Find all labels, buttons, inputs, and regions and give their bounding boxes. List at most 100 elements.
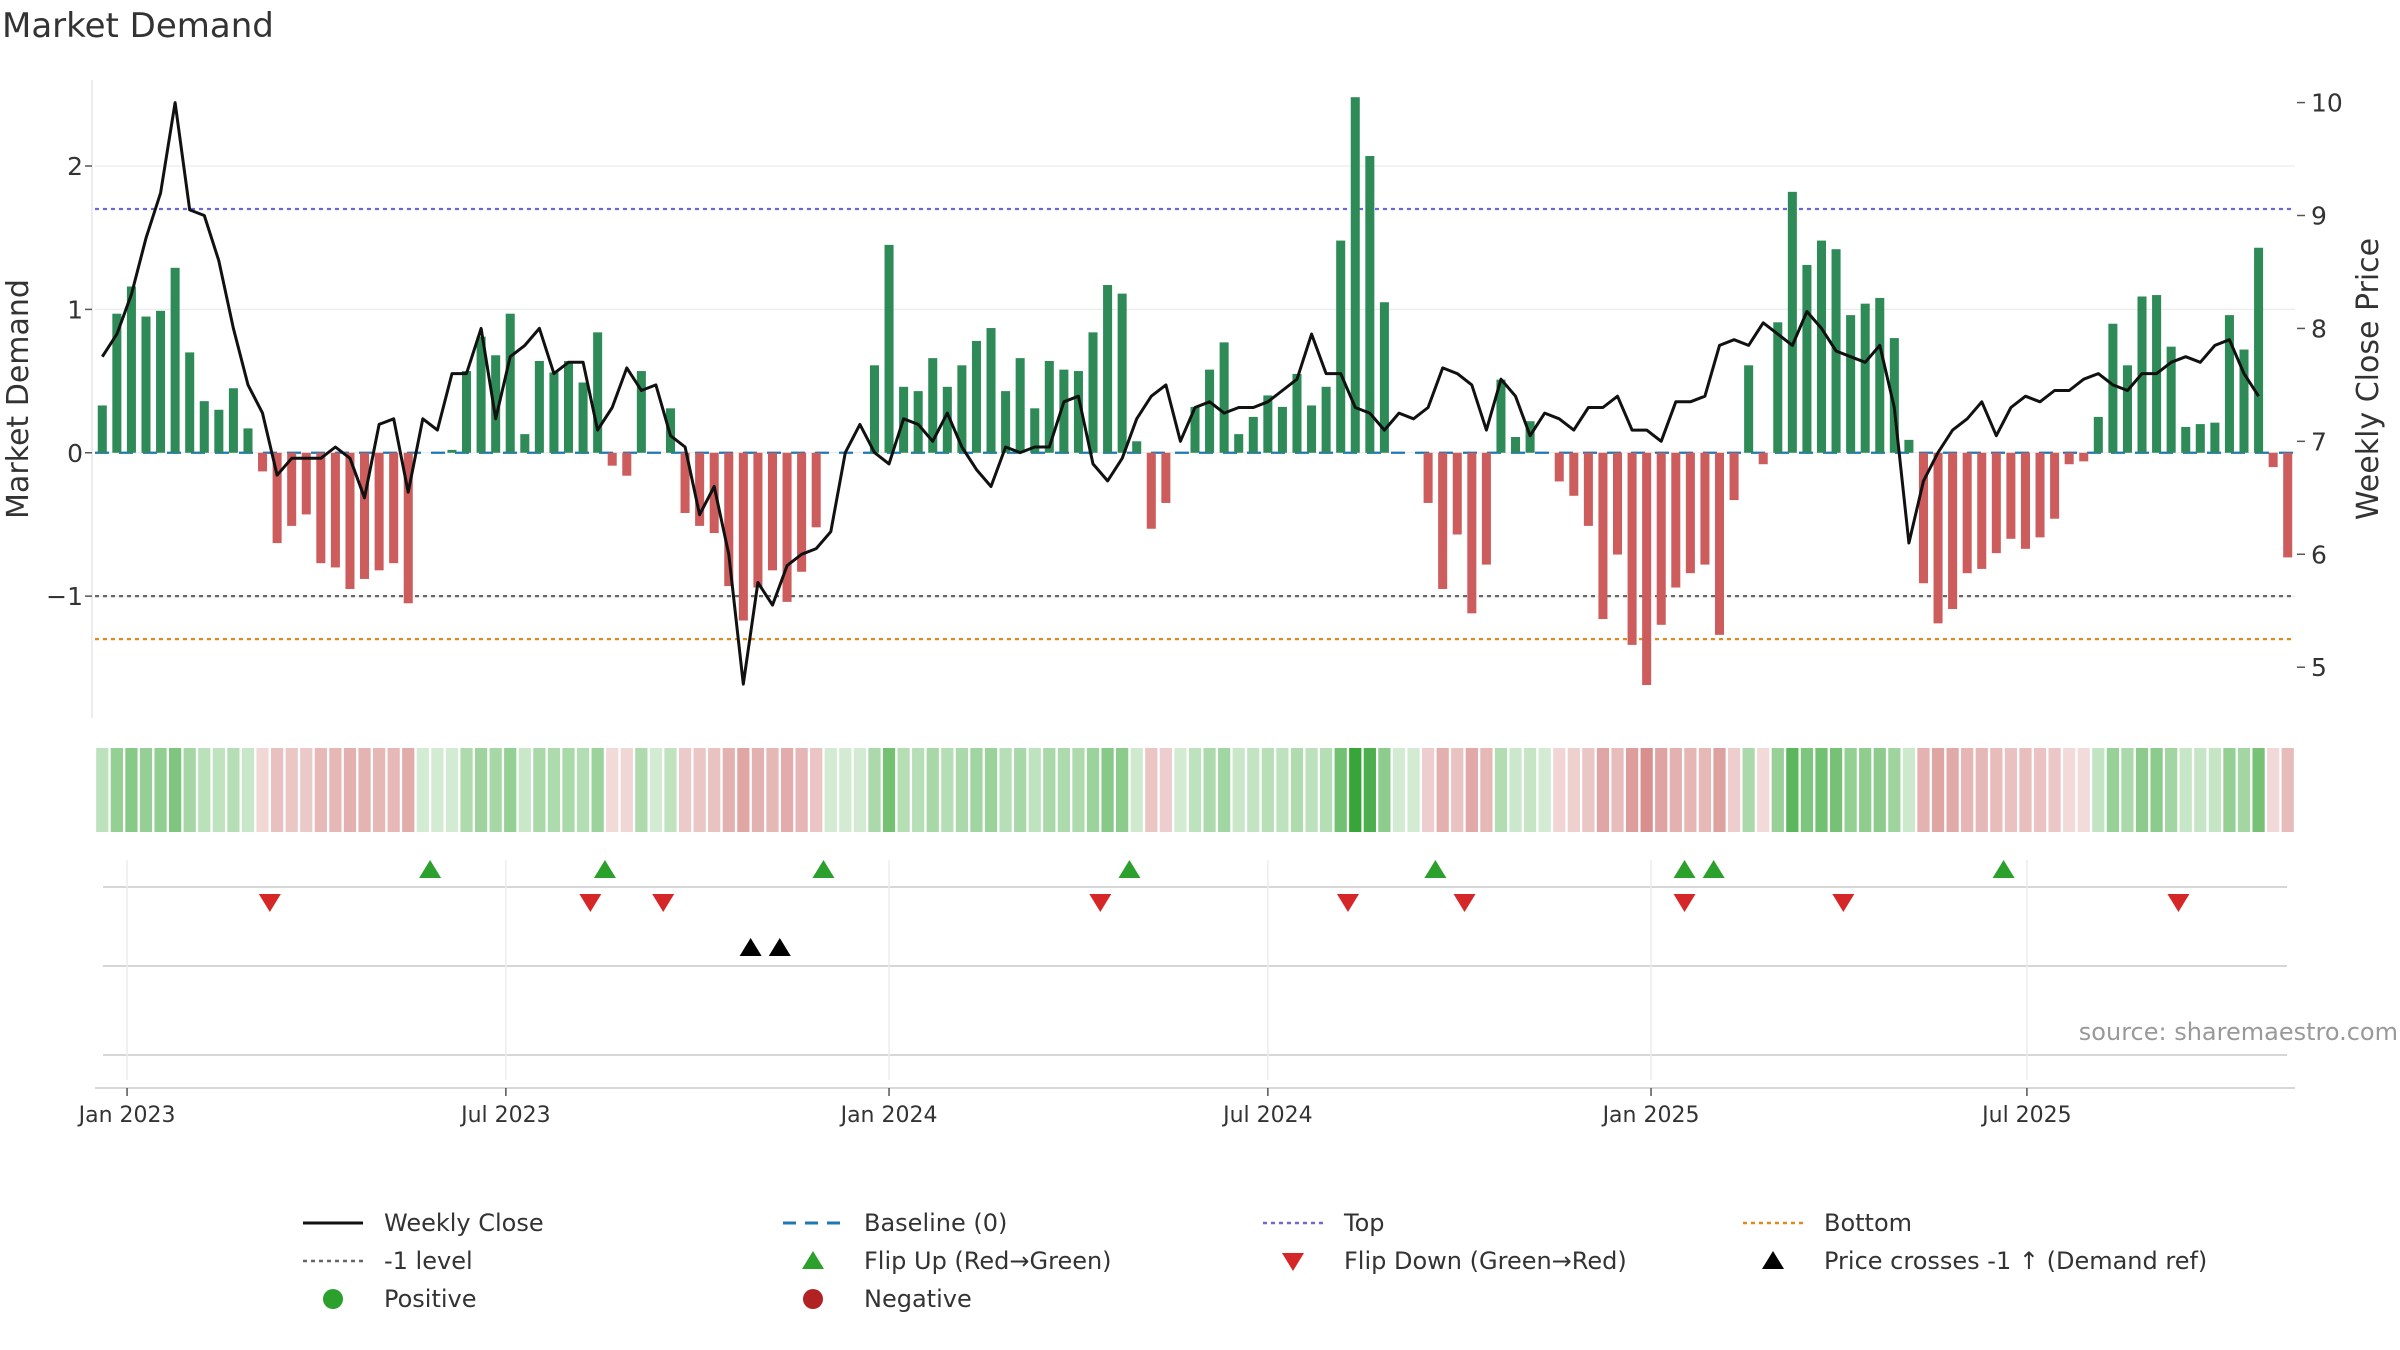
heat-cell (795, 748, 808, 832)
legend-item: Top (1260, 1208, 1740, 1238)
demand-bar (782, 452, 792, 602)
heat-cell (489, 748, 502, 832)
x-tick-label: Jul 2023 (459, 1103, 551, 1128)
heat-cell (2179, 748, 2192, 832)
demand-bar (1205, 369, 1215, 453)
legend-label: Top (1344, 1209, 1385, 1237)
demand-bar (1438, 452, 1448, 589)
y2-tick-label: 6 (2311, 540, 2327, 569)
source-credit: source: sharemaestro.com (2078, 1018, 2398, 1046)
legend-symbol (780, 1208, 846, 1238)
demand-bar (1860, 303, 1870, 453)
demand-bar (1773, 322, 1783, 453)
heat-cell (2033, 748, 2047, 832)
demand-bar (1365, 155, 1375, 453)
demand-bar (1802, 264, 1812, 453)
y-tick-label: 2 (67, 152, 83, 181)
demand-bar (185, 352, 195, 453)
heat-cell (1800, 748, 1814, 832)
demand-bar (1044, 361, 1054, 453)
heat-cell (1669, 748, 1682, 832)
heat-cell (591, 748, 604, 832)
heat-cell (2150, 748, 2163, 832)
heat-cell (256, 748, 269, 832)
demand-bar (2210, 422, 2220, 453)
demand-bar (272, 452, 282, 544)
demand-bar (1146, 452, 1156, 529)
demand-bar (797, 452, 807, 572)
demand-bar (1190, 406, 1200, 453)
heat-cell (620, 748, 633, 832)
demand-bar (2181, 426, 2191, 453)
heat-cell (2252, 748, 2265, 832)
demand-bar (1671, 452, 1681, 588)
demand-bar (374, 452, 384, 571)
demand-bar (607, 452, 617, 466)
demand-bar (156, 310, 166, 453)
heat-cell (416, 748, 429, 832)
legend-symbol (300, 1208, 366, 1238)
legend-label: Positive (384, 1285, 477, 1313)
demand-bar (811, 452, 821, 528)
heat-cell (1188, 748, 1202, 832)
legend-label: Price crosses -1 ↑ (Demand ref) (1824, 1247, 2208, 1275)
flip-down-marker (1089, 894, 1112, 912)
heat-cell (1494, 748, 1508, 832)
demand-bar (228, 388, 238, 453)
demand-bar (476, 336, 486, 453)
price-cross-marker (768, 938, 791, 956)
heat-cell (1684, 748, 1697, 832)
demand-bar (1496, 379, 1506, 453)
heat-cell (1203, 748, 1216, 832)
heat-cell (139, 748, 153, 832)
demand-bar (1452, 452, 1462, 535)
legend-symbol (1740, 1208, 1806, 1238)
flip-down-marker (1336, 894, 1359, 912)
demand-bar (2283, 452, 2293, 558)
heat-cell (2019, 748, 2032, 832)
heat-cell (1742, 748, 1755, 832)
heat-cell (1465, 748, 1478, 832)
legend: Weekly Close Baseline (0) Top Bottom -1 leve… (300, 1208, 2280, 1314)
demand-bar (1583, 452, 1593, 526)
demand-bar (1991, 452, 2001, 554)
heat-cell (1290, 748, 1304, 832)
heat-cell (445, 748, 459, 832)
heat-cell (1174, 748, 1187, 832)
heat-cell (198, 748, 211, 832)
heat-cell (882, 748, 896, 832)
heat-cell (839, 748, 852, 832)
legend-label: Baseline (0) (864, 1209, 1008, 1237)
heat-cell (1917, 748, 1930, 832)
demand-bar (1889, 338, 1899, 453)
legend-item: Bottom (1740, 1208, 2220, 1238)
heat-cell (1509, 748, 1522, 832)
heat-cell (1975, 748, 1988, 832)
heat-cell (314, 748, 327, 832)
heat-cell (1713, 748, 1726, 832)
demand-bar (1248, 416, 1258, 453)
legend-item: Negative (780, 1284, 1260, 1314)
heat-cell (1145, 748, 1158, 832)
demand-bar (1234, 434, 1244, 453)
demand-bar (97, 405, 107, 453)
demand-bar (1554, 452, 1564, 482)
demand-bar (330, 452, 340, 568)
legend-label: Negative (864, 1285, 972, 1313)
heat-cell (1261, 748, 1274, 832)
demand-bar (695, 452, 705, 526)
heat-cell (1480, 748, 1493, 832)
demand-bar (2064, 452, 2074, 465)
heat-cell (1247, 748, 1260, 832)
flip-up-marker (419, 860, 442, 878)
demand-bar (1962, 452, 1972, 574)
heat-cell (955, 748, 969, 832)
demand-bar (2035, 452, 2045, 538)
demand-bar (520, 434, 530, 453)
flip-down-marker (579, 894, 602, 912)
flip-down-marker (1453, 894, 1476, 912)
heat-cell (1320, 748, 1333, 832)
heat-cell (1815, 748, 1828, 832)
